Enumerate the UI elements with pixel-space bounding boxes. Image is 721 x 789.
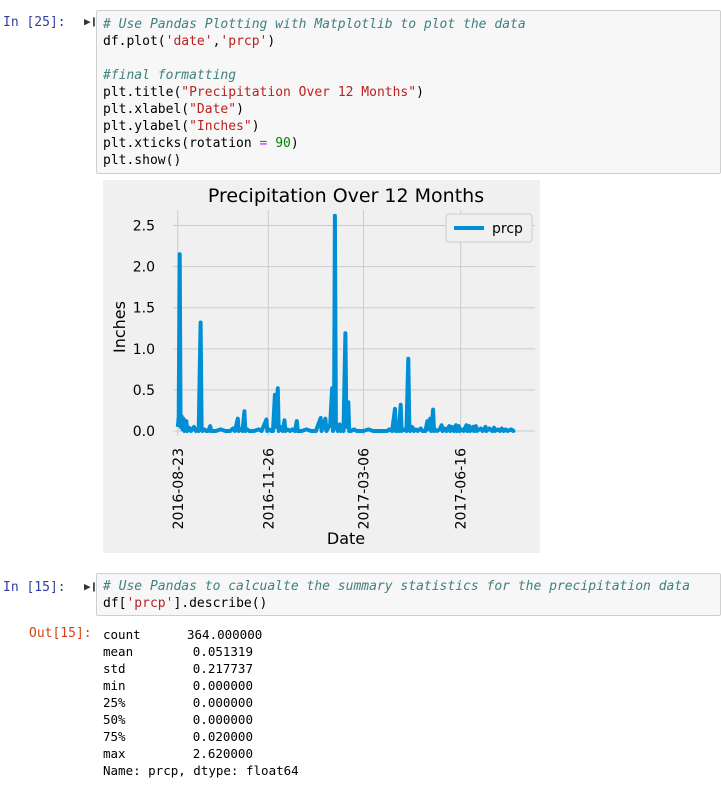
legend-box	[445, 213, 533, 243]
y-tick-label: 1.5	[133, 301, 155, 317]
stat-name: count	[103, 627, 141, 642]
y-tick-label: 0.0	[133, 424, 155, 440]
cell-1-code-editor[interactable]: # Use Pandas Plotting with Matplotlib to…	[96, 10, 721, 174]
y-tick-label: 2.0	[133, 260, 155, 276]
stat-row: min 0.000000	[103, 677, 299, 694]
stat-value: 0.000000	[192, 678, 253, 693]
x-tick-label: 2016-08-23	[171, 448, 187, 529]
chart-svg: 0.0 0.5 1.0 1.5 2.0 2.5 2016-08-23 2016-11-26 20…	[103, 180, 540, 553]
cell-2-output-prompt: Out[15]:	[29, 626, 92, 641]
stat-name: min	[103, 678, 126, 693]
stat-value: 0.000000	[192, 712, 253, 727]
chart-title: Precipitation Over 12 Months	[208, 185, 484, 207]
x-axis-label: Date	[327, 529, 365, 548]
x-tick-label: 2017-06-16	[454, 448, 470, 529]
code-line-7: plt.ylabel("Inches")	[103, 119, 260, 134]
code-line-9: plt.show()	[103, 153, 182, 168]
y-tick-label: 2.5	[133, 219, 155, 235]
stat-row: 25% 0.000000	[103, 694, 299, 711]
stat-value: 0.217737	[192, 661, 253, 676]
y-tick-label: 0.5	[133, 383, 155, 399]
stat-row: std 0.217737	[103, 660, 299, 677]
series-line-prcp	[175, 213, 516, 433]
stat-value: 364.000000	[187, 627, 263, 642]
y-tick-label: 1.0	[133, 342, 155, 358]
code-line-4: #final formatting	[103, 68, 237, 83]
y-axis-label: Inches	[110, 301, 129, 353]
describe-output: count 364.000000 mean 0.051319 std 0.217737 mi…	[103, 626, 299, 779]
stat-value: 0.000000	[192, 695, 253, 710]
stat-value: 0.051319	[192, 644, 253, 659]
cell-2-code-editor[interactable]: # Use Pandas to calcualte the summary st…	[96, 573, 721, 616]
run-cell-icon[interactable]: ▶❙	[84, 580, 98, 593]
stat-row: max 2.620000	[103, 745, 299, 762]
stat-name: std	[103, 661, 126, 676]
run-cell-icon[interactable]: ▶❙	[84, 15, 98, 28]
stat-value: 0.020000	[192, 729, 253, 744]
stat-name: mean	[103, 644, 134, 659]
stat-row: mean 0.051319	[103, 643, 299, 660]
stat-row: 75% 0.020000	[103, 728, 299, 745]
code-line-8: plt.xticks(rotation = 90)	[103, 136, 299, 151]
stat-row: count 364.000000	[103, 626, 299, 643]
code-line-5: plt.title("Precipitation Over 12 Months"…	[103, 85, 424, 100]
legend-label: prcp	[492, 221, 523, 237]
describe-footer: Name: prcp, dtype: float64	[103, 763, 299, 778]
stat-name: 75%	[103, 729, 126, 744]
code-line-6: plt.xlabel("Date")	[103, 102, 244, 117]
stat-name: 25%	[103, 695, 126, 710]
cell-2-input-prompt: In [15]:	[3, 580, 66, 595]
precipitation-chart: 0.0 0.5 1.0 1.5 2.0 2.5 2016-08-23 2016-11-26 20…	[103, 180, 540, 553]
x-tick-label: 2016-11-26	[261, 448, 277, 529]
stat-name: 50%	[103, 712, 126, 727]
code-line-2: df.plot('date','prcp')	[103, 34, 276, 49]
stat-value: 2.620000	[192, 746, 253, 761]
cell-1-input-prompt: In [25]:	[3, 15, 66, 30]
stat-name: max	[103, 746, 126, 761]
code-line-1: # Use Pandas to calcualte the summary st…	[103, 579, 690, 594]
stat-row: 50% 0.000000	[103, 711, 299, 728]
code-line-2: df['prcp'].describe()	[103, 596, 268, 611]
code-line-1: # Use Pandas Plotting with Matplotlib to…	[103, 17, 526, 32]
x-tick-label: 2017-03-06	[357, 448, 373, 529]
